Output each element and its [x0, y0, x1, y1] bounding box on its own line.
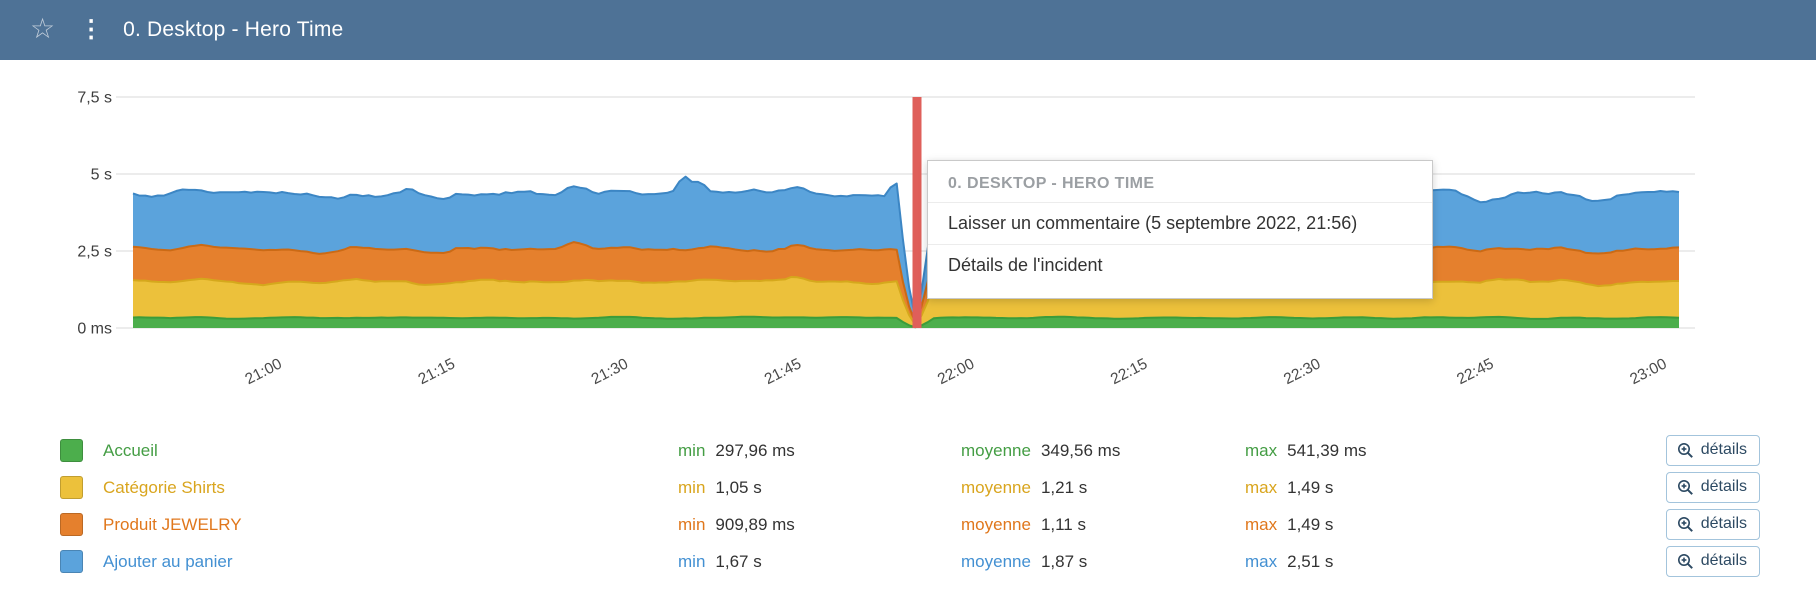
- stat-label: min: [678, 440, 706, 460]
- legend: Accueil min 297,96 ms moyenne 349,56 ms max 54…: [0, 430, 1816, 580]
- stat-value: 1,21 s: [1040, 477, 1088, 497]
- stat-value: 909,89 ms: [715, 514, 795, 534]
- kebab-menu-icon[interactable]: ⋮: [79, 16, 104, 43]
- series-color-swatch: [60, 439, 83, 462]
- stat-value: 1,87 s: [1040, 551, 1088, 571]
- x-axis-label: 23:00: [1627, 355, 1670, 388]
- series-color-swatch: [60, 550, 83, 573]
- details-button-label: détails: [1700, 441, 1747, 459]
- series-color-swatch: [60, 476, 83, 499]
- stat-group: max 1,49 s: [1245, 515, 1666, 535]
- details-button-label: détails: [1700, 552, 1747, 570]
- legend-row: Accueil min 297,96 ms moyenne 349,56 ms max 54…: [0, 432, 1816, 469]
- stat-group: min 909,89 ms: [678, 515, 961, 535]
- legend-row: Produit JEWELRY min 909,89 ms moyenne 1,11 s…: [0, 506, 1816, 543]
- series-color-swatch: [60, 513, 83, 536]
- details-button-label: détails: [1700, 515, 1747, 533]
- y-axis-label: 7,5 s: [77, 90, 112, 107]
- incident-menu-title: 0. DESKTOP - HERO TIME: [948, 175, 1155, 192]
- zoom-in-icon: [1677, 516, 1693, 532]
- stat-value: 297,96 ms: [715, 440, 795, 460]
- details-button[interactable]: détails: [1665, 509, 1760, 540]
- stat-value: 1,67 s: [715, 551, 762, 571]
- stat-group: min 297,96 ms: [678, 441, 961, 461]
- stat-label: moyenne: [961, 440, 1031, 460]
- series-area-0: [133, 316, 1679, 328]
- stat-label: moyenne: [961, 477, 1031, 497]
- details-button[interactable]: détails: [1665, 472, 1760, 503]
- stat-value: 1,05 s: [715, 477, 762, 497]
- series-name-link[interactable]: Ajouter au panier: [103, 551, 233, 571]
- x-axis-label: 21:45: [762, 355, 804, 388]
- stat-value: 541,39 ms: [1287, 440, 1367, 460]
- stat-group: max 2,51 s: [1245, 552, 1666, 572]
- x-axis-label: 22:45: [1454, 355, 1496, 388]
- stat-group: moyenne 349,56 ms: [961, 441, 1245, 461]
- series-name-link[interactable]: Accueil: [103, 440, 158, 460]
- menu-item-incident-details[interactable]: Détails de l'incident: [928, 244, 1432, 286]
- x-axis-label: 22:15: [1108, 355, 1150, 388]
- y-axis-label: 2,5 s: [77, 244, 112, 261]
- stat-label: moyenne: [961, 551, 1031, 571]
- stat-label: min: [678, 514, 706, 534]
- zoom-in-icon: [1677, 479, 1693, 495]
- stat-value: 1,49 s: [1287, 514, 1334, 534]
- stat-group: moyenne 1,21 s: [961, 478, 1245, 498]
- stat-group: moyenne 1,11 s: [961, 515, 1245, 535]
- series-name-link[interactable]: Catégorie Shirts: [103, 477, 225, 497]
- stat-value: 2,51 s: [1287, 551, 1334, 571]
- stacked-area-chart[interactable]: 7,5 s 5 s 2,5 s 0 ms 21:00 21:15 21:30 21:45 22:…: [0, 60, 1816, 430]
- stat-value: 349,56 ms: [1040, 440, 1121, 460]
- details-button-label: détails: [1700, 478, 1747, 496]
- x-axis-label: 22:00: [935, 355, 978, 388]
- stat-group: moyenne 1,87 s: [961, 552, 1245, 572]
- series-name-link[interactable]: Produit JEWELRY: [103, 514, 242, 534]
- x-axis-label: 21:30: [589, 355, 632, 388]
- x-axis-label: 21:15: [416, 355, 458, 388]
- stat-label: max: [1245, 477, 1278, 497]
- y-axis-label: 0 ms: [77, 321, 112, 338]
- details-button[interactable]: détails: [1665, 435, 1760, 466]
- series-line-0: [132, 315, 1680, 329]
- stat-value: 1,11 s: [1040, 514, 1086, 534]
- x-axis-label: 22:30: [1281, 355, 1324, 388]
- stat-label: max: [1245, 551, 1278, 571]
- stat-group: min 1,67 s: [678, 552, 961, 572]
- chart-zone: 7,5 s 5 s 2,5 s 0 ms 21:00 21:15 21:30 21:45 22:…: [0, 60, 1816, 430]
- stat-label: min: [678, 477, 706, 497]
- stat-value: 1,49 s: [1287, 477, 1334, 497]
- stat-group: max 541,39 ms: [1245, 441, 1666, 461]
- zoom-in-icon: [1677, 442, 1693, 458]
- favorite-star-icon[interactable]: ☆: [30, 12, 56, 44]
- menu-item-leave-comment[interactable]: Laisser un commentaire (5 septembre 2022…: [928, 202, 1432, 244]
- x-axis-label: 21:00: [243, 355, 286, 388]
- widget-header: ☆ ⋮ 0. Desktop - Hero Time: [0, 0, 1816, 60]
- stat-label: max: [1245, 440, 1278, 460]
- stat-label: min: [678, 551, 706, 571]
- legend-row: Catégorie Shirts min 1,05 s moyenne 1,21 s ma…: [0, 469, 1816, 506]
- incident-context-menu: 0. DESKTOP - HERO TIME Laisser un commen…: [927, 160, 1433, 299]
- widget-title: 0. Desktop - Hero Time: [123, 18, 344, 41]
- stat-label: moyenne: [961, 514, 1031, 534]
- y-axis-label: 5 s: [91, 167, 112, 184]
- stat-group: max 1,49 s: [1245, 478, 1666, 498]
- details-button[interactable]: détails: [1665, 546, 1760, 577]
- stat-label: max: [1245, 514, 1278, 534]
- stat-group: min 1,05 s: [678, 478, 961, 498]
- incident-marker[interactable]: [912, 97, 922, 328]
- zoom-in-icon: [1677, 553, 1693, 569]
